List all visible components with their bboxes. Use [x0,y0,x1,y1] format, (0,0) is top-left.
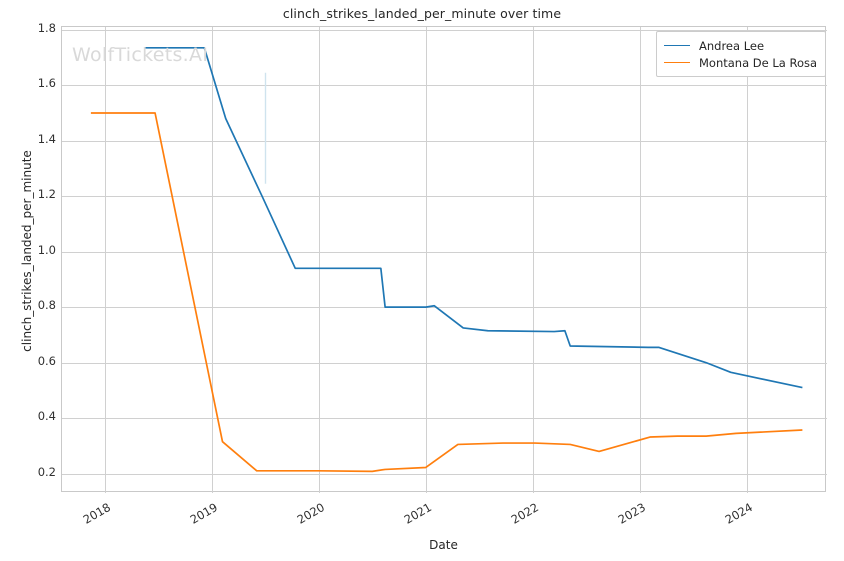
x-tick-label: 2022 [508,500,541,527]
series-line-montana-de-la-rosa [90,112,803,473]
legend-color-swatch [664,62,690,63]
y-axis-label: clinch_strikes_landed_per_minute [20,150,34,352]
y-tick-label: 0.8 [37,298,56,313]
x-tick-label: 2018 [80,500,113,527]
legend-label: Andrea Lee [699,38,765,53]
x-tick-label: 2020 [294,500,327,527]
y-tick-label: 1.0 [37,242,56,257]
legend-item[interactable]: Andrea Lee [664,37,817,54]
plot-area [61,26,827,493]
legend-label: Montana De La Rosa [699,55,818,70]
x-tick-label: 2019 [187,500,220,527]
y-tick-label: 1.4 [37,131,56,146]
y-tick-label: 0.2 [37,464,56,479]
y-tick-label: 0.4 [37,409,56,424]
x-tick-label: 2023 [615,500,648,527]
chart-legend: Andrea Lee Montana De La Rosa [656,31,827,77]
series-line-andrea-lee [145,46,803,389]
y-tick-label: 1.8 [37,20,56,35]
legend-color-swatch [664,45,690,46]
x-tick-label: 2024 [722,500,755,527]
x-tick-label: 2021 [401,500,434,527]
series-lines [90,46,803,473]
legend-item[interactable]: Montana De La Rosa [664,54,817,71]
chart-title: clinch_strikes_landed_per_minute over ti… [282,6,562,21]
y-tick-label: 0.6 [37,353,56,368]
annotation-markers [264,72,267,184]
y-tick-label: 1.6 [37,76,56,91]
x-axis-label: Date [429,538,458,552]
y-axis-tick-labels: 0.2 0.4 0.6 0.8 1.0 1.2 1.4 1.6 1.8 [0,0,56,561]
y-tick-label: 1.2 [37,187,56,202]
grid-lines [62,27,827,493]
